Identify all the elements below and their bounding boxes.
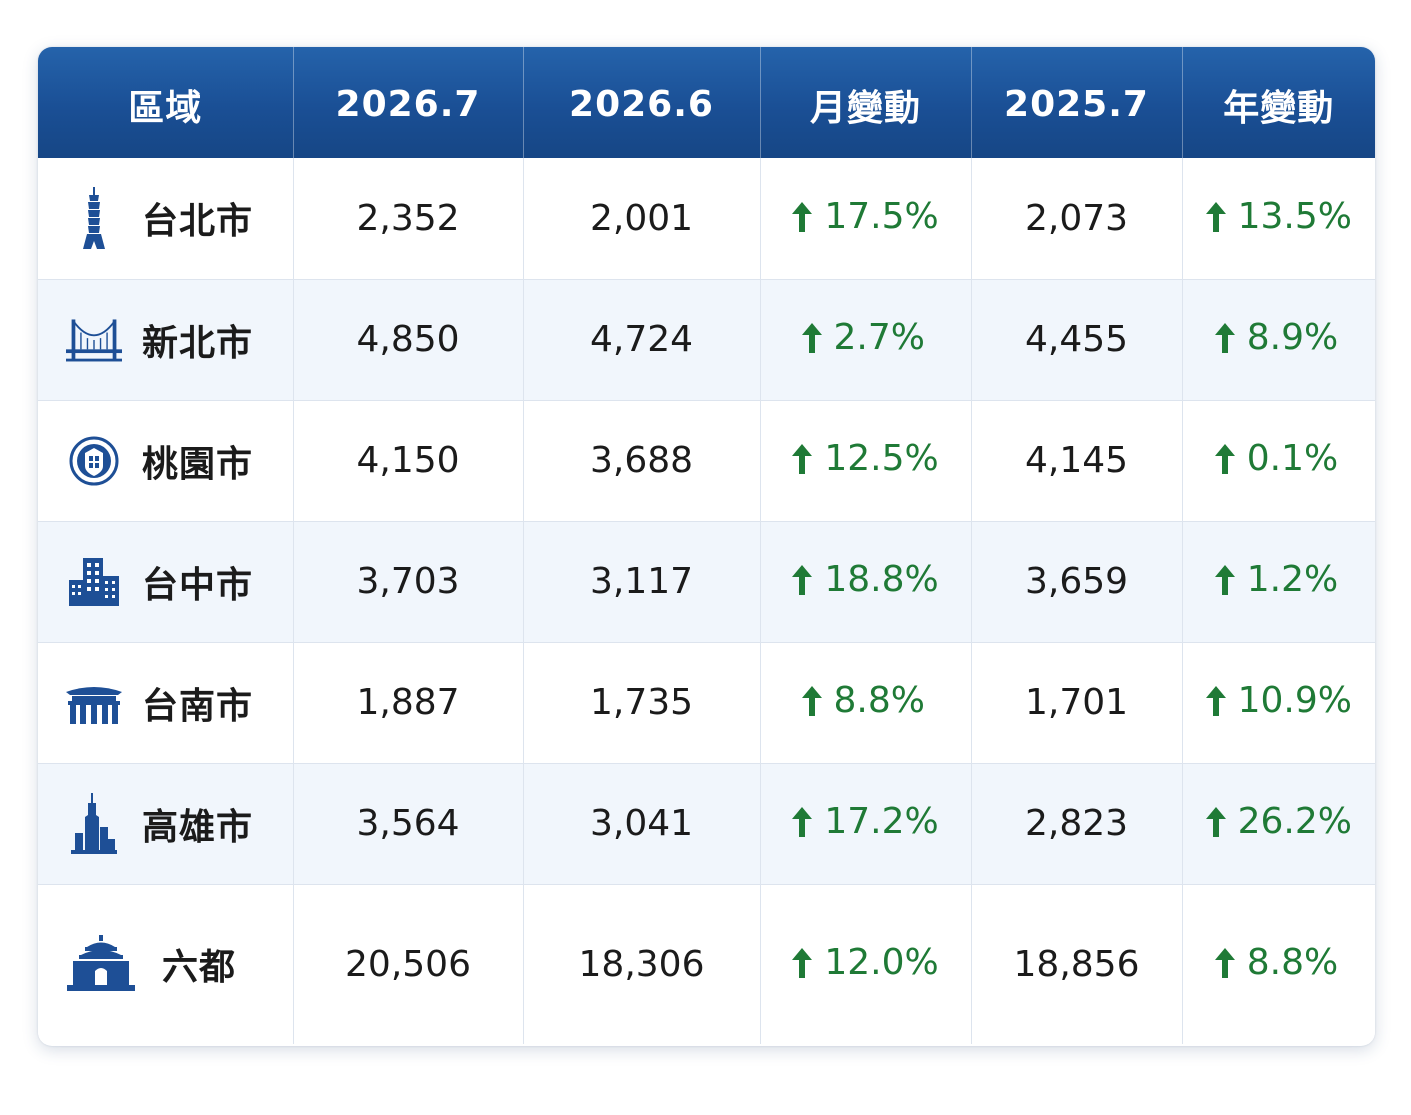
monthly-change: 2.7% <box>801 317 930 358</box>
region-cell: 六都 <box>38 932 293 996</box>
region-name: 新北市 <box>142 322 254 364</box>
yearly-change: 13.5% <box>1205 196 1352 237</box>
value-2026-7: 4,850 <box>293 279 524 401</box>
up-arrow-icon <box>792 947 813 978</box>
value-2026-7: 3,703 <box>293 521 524 643</box>
housing-transactions-table: 區域 2026.7 2026.6 月變動 2025.7 年變動 <box>38 47 1375 1044</box>
up-arrow-icon <box>801 685 822 716</box>
value-2026-6: 3,041 <box>523 763 761 885</box>
region-name: 桃園市 <box>142 443 254 485</box>
monthly-change: 17.2% <box>792 801 939 842</box>
up-arrow-icon <box>1205 201 1226 232</box>
table-row: 新北市 4,850 4,724 2.7% 4,455 8.9% <box>38 279 1375 401</box>
up-arrow-icon <box>1214 322 1235 353</box>
value-2025-7: 2,823 <box>971 763 1183 885</box>
value-2026-6: 3,688 <box>523 400 761 522</box>
region-cell: 台北市 <box>38 187 293 250</box>
yearly-change: 8.9% <box>1214 317 1343 358</box>
up-arrow-icon <box>1214 443 1235 474</box>
header-region: 區域 <box>38 47 294 158</box>
monthly-change: 8.8% <box>801 680 930 721</box>
up-arrow-icon <box>792 806 813 837</box>
value-2026-7: 4,150 <box>293 400 524 522</box>
bridge-icon <box>66 310 122 370</box>
header-row: 區域 2026.7 2026.6 月變動 2025.7 年變動 <box>38 47 1375 158</box>
yearly-change: 26.2% <box>1205 801 1352 842</box>
header-2026-7: 2026.7 <box>293 47 524 158</box>
value-2026-6: 2,001 <box>523 158 761 280</box>
value-2025-7: 4,145 <box>971 400 1183 522</box>
value-2026-6: 18,306 <box>523 884 761 1044</box>
value-2026-7: 1,887 <box>293 642 524 764</box>
up-arrow-icon <box>792 443 813 474</box>
region-name: 台南市 <box>142 685 254 727</box>
city-emblem-icon <box>66 431 122 491</box>
value-2025-7: 1,701 <box>971 642 1183 764</box>
up-arrow-icon <box>1205 806 1226 837</box>
value-2026-7: 20,506 <box>293 884 524 1044</box>
up-arrow-icon <box>792 201 813 232</box>
up-arrow-icon <box>792 564 813 595</box>
header-yearly-change: 年變動 <box>1182 47 1375 158</box>
table-row: 桃園市 4,150 3,688 12.5% 4,145 0.1% <box>38 400 1375 522</box>
header-2026-6: 2026.6 <box>523 47 761 158</box>
yearly-change: 10.9% <box>1205 680 1352 721</box>
memorial-hall-icon <box>66 932 136 996</box>
temple-gate-icon <box>66 673 122 733</box>
table-row: 台北市 2,352 2,001 17.5% 2,073 13.5% <box>38 158 1375 280</box>
monthly-change: 17.5% <box>792 196 939 237</box>
monthly-change: 12.5% <box>792 438 939 479</box>
yearly-change: 8.8% <box>1214 942 1343 983</box>
yearly-change: 1.2% <box>1214 559 1343 600</box>
region-cell: 台中市 <box>38 552 293 612</box>
region-name: 台中市 <box>142 564 254 606</box>
buildings-icon <box>66 552 122 612</box>
table-row: 台中市 3,703 3,117 18.8% 3,659 1.2% <box>38 521 1375 643</box>
header-monthly-change: 月變動 <box>760 47 972 158</box>
region-cell: 高雄市 <box>38 792 293 854</box>
value-2026-6: 4,724 <box>523 279 761 401</box>
monthly-change: 18.8% <box>792 559 939 600</box>
table-row: 高雄市 3,564 3,041 17.2% 2,823 26.2% <box>38 763 1375 885</box>
up-arrow-icon <box>1205 685 1226 716</box>
up-arrow-icon <box>1214 564 1235 595</box>
value-2025-7: 3,659 <box>971 521 1183 643</box>
region-cell: 桃園市 <box>38 431 293 491</box>
region-cell: 新北市 <box>38 310 293 370</box>
tower-skyline-icon <box>66 792 122 854</box>
value-2026-6: 1,735 <box>523 642 761 764</box>
region-name: 六都 <box>162 947 237 989</box>
table-row: 台南市 1,887 1,735 8.8% 1,701 10.9% <box>38 642 1375 764</box>
value-2025-7: 4,455 <box>971 279 1183 401</box>
yearly-change: 0.1% <box>1214 438 1343 479</box>
region-name: 高雄市 <box>142 806 254 848</box>
value-2025-7: 2,073 <box>971 158 1183 280</box>
header-2025-7: 2025.7 <box>971 47 1183 158</box>
table-row-total: 六都 20,506 18,306 12.0% 18,856 8.8% <box>38 884 1375 1044</box>
region-name: 台北市 <box>142 201 254 243</box>
up-arrow-icon <box>801 322 822 353</box>
value-2026-7: 2,352 <box>293 158 524 280</box>
taipei-101-icon <box>66 187 122 250</box>
value-2026-6: 3,117 <box>523 521 761 643</box>
monthly-change: 12.0% <box>792 942 939 983</box>
value-2026-7: 3,564 <box>293 763 524 885</box>
value-2025-7: 18,856 <box>971 884 1183 1044</box>
up-arrow-icon <box>1214 947 1235 978</box>
region-cell: 台南市 <box>38 673 293 733</box>
housing-transactions-table-card: 區域 2026.7 2026.6 月變動 2025.7 年變動 <box>38 47 1375 1046</box>
